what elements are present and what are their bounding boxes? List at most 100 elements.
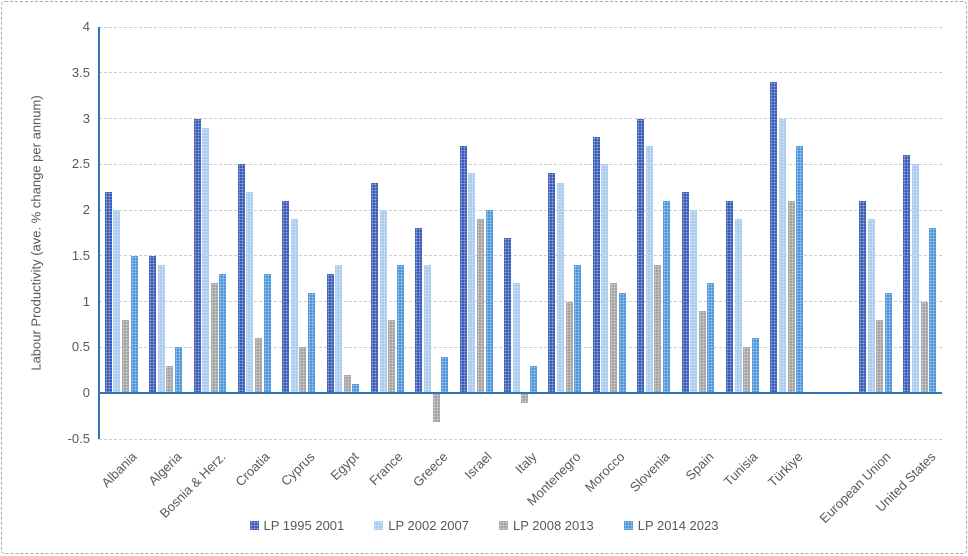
bar-croatia-series-3 (255, 338, 263, 394)
bar-cyprus-series-4 (308, 292, 316, 394)
gridline-0.5 (99, 346, 942, 348)
bar-european-union-series-4 (884, 292, 892, 394)
legend-label: LP 2002 2007 (388, 518, 469, 533)
bar-tunisia-series-3 (743, 347, 751, 394)
bar-european-union-series-2 (867, 219, 875, 394)
bar-israel-series-3 (476, 219, 484, 394)
bar-france-series-3 (388, 319, 396, 394)
bar-egypt-series-2 (335, 265, 343, 394)
bar-france-series-4 (396, 265, 404, 394)
bar-slovenia-series-1 (637, 118, 645, 394)
bar-croatia-series-4 (263, 274, 271, 394)
bar-united-states-series-4 (929, 228, 937, 394)
bar-spain-series-3 (698, 310, 706, 394)
bar-israel-series-4 (485, 210, 493, 394)
bar-albania-series-3 (121, 319, 129, 394)
bar-albania-series-2 (113, 210, 121, 394)
plot-area (98, 26, 942, 440)
gridline--0.5 (99, 438, 942, 440)
y-tick-1: 1 (82, 293, 90, 309)
bar-t-rkiye-series-2 (778, 118, 786, 394)
bar-montenegro-series-3 (565, 301, 573, 394)
bar-spain-series-2 (690, 210, 698, 394)
bar-bosnia-herz--series-1 (193, 118, 201, 394)
bar-algeria-series-4 (174, 347, 182, 394)
legend-item-4: LP 2014 2023 (623, 518, 719, 533)
legend-marker-icon (249, 521, 259, 530)
bar-spain-series-4 (707, 283, 715, 394)
bar-t-rkiye-series-3 (787, 200, 795, 394)
gridline-3.5 (99, 72, 942, 74)
gridline-1 (99, 301, 942, 303)
bar-greece-series-1 (415, 228, 423, 394)
bar-tunisia-series-1 (725, 200, 733, 394)
legend-marker-icon (499, 521, 508, 530)
legend-label: LP 2008 2013 (513, 518, 594, 533)
bar-greece-series-3 (432, 394, 440, 422)
bar-algeria-series-3 (166, 365, 174, 394)
bar-cyprus-series-1 (282, 200, 290, 394)
legend-item-2: LP 2002 2007 (374, 518, 469, 533)
legend-item-3: LP 2008 2013 (499, 518, 594, 533)
bar-morocco-series-3 (610, 283, 618, 394)
y-tick-4: 4 (82, 19, 90, 34)
gridline-3 (99, 118, 942, 120)
x-axis-line (99, 392, 942, 395)
bar-slovenia-series-4 (663, 200, 670, 394)
bar-cyprus-series-3 (299, 347, 307, 394)
y-axis-title: Labour Productivity (ave. % change per a… (28, 95, 44, 371)
bar-slovenia-series-2 (645, 146, 653, 394)
bar-bosnia-herz--series-2 (202, 127, 210, 394)
y-axis-line (98, 27, 100, 439)
gridline-4 (99, 26, 942, 28)
bar-bosnia-herz--series-4 (219, 274, 227, 394)
bar-tunisia-series-2 (734, 219, 742, 394)
bar-israel-series-1 (459, 146, 467, 394)
y-tick-1.5: 1.5 (71, 247, 90, 263)
y-tick--0.5: -0.5 (67, 431, 90, 446)
y-tick-3: 3 (82, 110, 90, 126)
bar-albania-series-4 (130, 255, 138, 394)
bar-greece-series-4 (441, 356, 449, 394)
bar-croatia-series-2 (246, 191, 254, 394)
bar-egypt-series-4 (352, 384, 360, 394)
bar-italy-series-4 (529, 365, 537, 394)
legend: LP 1995 2001 LP 2002 2007 LP 2008 2013 LP 2… (2, 518, 966, 533)
bar-israel-series-2 (468, 173, 476, 394)
bar-morocco-series-1 (592, 136, 600, 394)
bar-france-series-2 (379, 210, 387, 394)
y-tick-2.5: 2.5 (71, 156, 90, 172)
bar-italy-series-1 (504, 237, 512, 394)
gridline-2 (99, 209, 942, 211)
legend-item-1: LP 1995 2001 (249, 518, 345, 533)
legend-label: LP 1995 2001 (263, 518, 345, 533)
bar-italy-series-3 (521, 394, 529, 404)
bar-montenegro-series-2 (557, 182, 565, 394)
bar-albania-series-1 (104, 191, 112, 394)
y-tick-0.5: 0.5 (71, 339, 90, 355)
bar-slovenia-series-3 (654, 265, 662, 394)
bar-european-union-series-3 (876, 319, 884, 394)
legend-marker-icon (623, 521, 633, 530)
bar-egypt-series-3 (343, 374, 351, 394)
bar-algeria-series-1 (149, 255, 157, 394)
legend-label: LP 2014 2023 (637, 518, 719, 533)
bar-t-rkiye-series-4 (796, 146, 804, 394)
bar-united-states-series-3 (920, 301, 928, 394)
y-tick-3.5: 3.5 (71, 64, 90, 80)
bar-montenegro-series-1 (548, 173, 556, 394)
bar-montenegro-series-4 (574, 265, 582, 394)
y-tick-0: 0 (82, 385, 90, 401)
gridline-1.5 (99, 255, 942, 257)
bar-united-states-series-1 (903, 155, 911, 394)
bar-t-rkiye-series-1 (770, 81, 778, 394)
legend-marker-icon (374, 521, 384, 530)
bar-italy-series-2 (512, 283, 520, 394)
bar-algeria-series-2 (157, 265, 165, 394)
bar-cyprus-series-2 (290, 219, 298, 394)
gridline-2.5 (99, 163, 942, 165)
bar-egypt-series-1 (326, 274, 334, 394)
bar-croatia-series-1 (237, 164, 245, 394)
bar-morocco-series-2 (601, 164, 609, 394)
